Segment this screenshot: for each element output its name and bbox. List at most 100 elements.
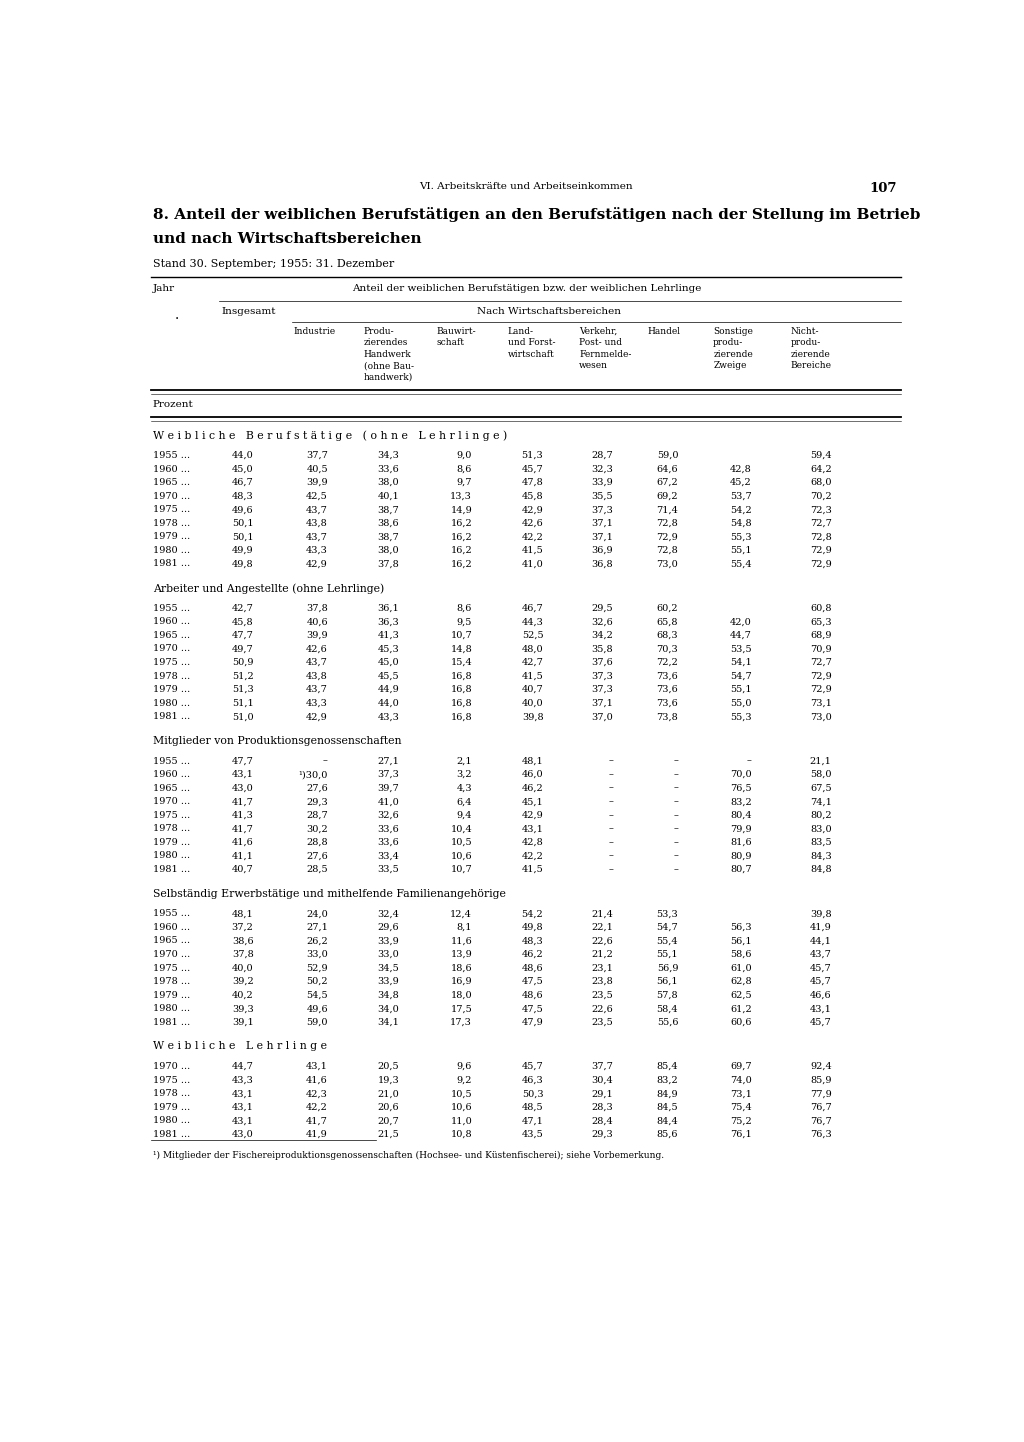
Text: 43,7: 43,7	[306, 532, 328, 541]
Text: 43,8: 43,8	[306, 672, 328, 681]
Text: 10,6: 10,6	[451, 1103, 472, 1112]
Text: 29,5: 29,5	[592, 604, 613, 613]
Text: 45,8: 45,8	[522, 492, 544, 500]
Text: 45,3: 45,3	[378, 645, 399, 653]
Text: 9,6: 9,6	[457, 1063, 472, 1071]
Text: 9,2: 9,2	[457, 1076, 472, 1084]
Text: 34,1: 34,1	[378, 1018, 399, 1027]
Text: 40,0: 40,0	[522, 698, 544, 708]
Text: 54,8: 54,8	[730, 519, 752, 528]
Text: 34,8: 34,8	[378, 991, 399, 999]
Text: 51,0: 51,0	[231, 712, 254, 721]
Text: 46,0: 46,0	[522, 770, 544, 779]
Text: 46,6: 46,6	[810, 991, 831, 999]
Text: 10,7: 10,7	[451, 632, 472, 640]
Text: 38,6: 38,6	[378, 519, 399, 528]
Text: 1981 ...: 1981 ...	[153, 712, 190, 721]
Text: 43,3: 43,3	[306, 547, 328, 555]
Text: 56,1: 56,1	[656, 978, 678, 986]
Text: 42,8: 42,8	[730, 464, 752, 473]
Text: 34,5: 34,5	[378, 963, 399, 972]
Text: 55,1: 55,1	[656, 950, 678, 959]
Text: 18,0: 18,0	[451, 991, 472, 999]
Text: –: –	[674, 797, 678, 806]
Text: 1978 ...: 1978 ...	[153, 519, 190, 528]
Text: 59,4: 59,4	[810, 451, 831, 460]
Text: 43,7: 43,7	[306, 685, 328, 694]
Text: 73,6: 73,6	[656, 698, 678, 708]
Text: 51,3: 51,3	[231, 685, 254, 694]
Text: 28,3: 28,3	[592, 1103, 613, 1112]
Text: 43,3: 43,3	[231, 1076, 254, 1084]
Text: 1955 ...: 1955 ...	[153, 757, 189, 766]
Text: 65,3: 65,3	[810, 617, 831, 626]
Text: 41,0: 41,0	[378, 797, 399, 806]
Text: 8. Anteil der weiblichen Berufstätigen an den Berufstätigen nach der Stellung im: 8. Anteil der weiblichen Berufstätigen a…	[153, 206, 921, 222]
Text: Prozent: Prozent	[153, 401, 194, 410]
Text: 37,3: 37,3	[591, 672, 613, 681]
Text: Bauwirt-
schaft: Bauwirt- schaft	[436, 327, 476, 348]
Text: 84,9: 84,9	[656, 1089, 678, 1099]
Text: 55,1: 55,1	[730, 547, 752, 555]
Text: 1970 ...: 1970 ...	[153, 645, 190, 653]
Text: 83,2: 83,2	[656, 1076, 678, 1084]
Text: –: –	[608, 825, 613, 833]
Text: 47,8: 47,8	[521, 479, 544, 487]
Text: 34,2: 34,2	[591, 632, 613, 640]
Text: 55,0: 55,0	[730, 698, 752, 708]
Text: 34,0: 34,0	[378, 1004, 399, 1014]
Text: 73,6: 73,6	[656, 672, 678, 681]
Text: 16,8: 16,8	[451, 712, 472, 721]
Text: Stand 30. September; 1955: 31. Dezember: Stand 30. September; 1955: 31. Dezember	[153, 260, 394, 270]
Text: 35,5: 35,5	[592, 492, 613, 500]
Text: 48,0: 48,0	[522, 645, 544, 653]
Text: –: –	[608, 810, 613, 819]
Text: 42,0: 42,0	[730, 617, 752, 626]
Text: 70,9: 70,9	[810, 645, 831, 653]
Text: Anteil der weiblichen Berufstätigen bzw. der weiblichen Lehrlinge: Anteil der weiblichen Berufstätigen bzw.…	[351, 284, 701, 293]
Text: 16,8: 16,8	[451, 698, 472, 708]
Text: 10,6: 10,6	[451, 851, 472, 861]
Text: 21,0: 21,0	[378, 1089, 399, 1099]
Text: 41,9: 41,9	[810, 923, 831, 932]
Text: 1965 ...: 1965 ...	[153, 936, 189, 946]
Text: 1965 ...: 1965 ...	[153, 479, 189, 487]
Text: 1979 ...: 1979 ...	[153, 532, 190, 541]
Text: –: –	[608, 851, 613, 861]
Text: 80,7: 80,7	[730, 865, 752, 874]
Text: 45,7: 45,7	[810, 1018, 831, 1027]
Text: 43,5: 43,5	[521, 1131, 544, 1139]
Text: 42,6: 42,6	[521, 519, 544, 528]
Text: 1975 ...: 1975 ...	[153, 810, 190, 819]
Text: 73,1: 73,1	[810, 698, 831, 708]
Text: 75,2: 75,2	[730, 1116, 752, 1125]
Text: 62,5: 62,5	[730, 991, 752, 999]
Text: 42,2: 42,2	[306, 1103, 328, 1112]
Text: 8,1: 8,1	[457, 923, 472, 932]
Text: 1978 ...: 1978 ...	[153, 978, 190, 986]
Text: 50,9: 50,9	[232, 658, 254, 668]
Text: 1980 ...: 1980 ...	[153, 547, 189, 555]
Text: 76,7: 76,7	[810, 1103, 831, 1112]
Text: 13,9: 13,9	[451, 950, 472, 959]
Text: 10,5: 10,5	[451, 1089, 472, 1099]
Text: 1980 ...: 1980 ...	[153, 851, 189, 861]
Text: 41,9: 41,9	[306, 1131, 328, 1139]
Text: 39,8: 39,8	[810, 910, 831, 919]
Text: 51,1: 51,1	[231, 698, 254, 708]
Text: 76,7: 76,7	[810, 1116, 831, 1125]
Text: 42,7: 42,7	[521, 658, 544, 668]
Text: 37,8: 37,8	[231, 950, 254, 959]
Text: 1979 ...: 1979 ...	[153, 685, 190, 694]
Text: 53,7: 53,7	[730, 492, 752, 500]
Text: 45,7: 45,7	[521, 464, 544, 473]
Text: Mitglieder von Produktionsgenossenschaften: Mitglieder von Produktionsgenossenschaft…	[153, 735, 401, 746]
Text: 68,9: 68,9	[810, 632, 831, 640]
Text: 47,1: 47,1	[521, 1116, 544, 1125]
Text: 42,9: 42,9	[306, 712, 328, 721]
Text: –: –	[608, 797, 613, 806]
Text: 40,7: 40,7	[521, 685, 544, 694]
Text: 47,7: 47,7	[231, 757, 254, 766]
Text: 48,1: 48,1	[231, 910, 254, 919]
Text: 38,0: 38,0	[378, 479, 399, 487]
